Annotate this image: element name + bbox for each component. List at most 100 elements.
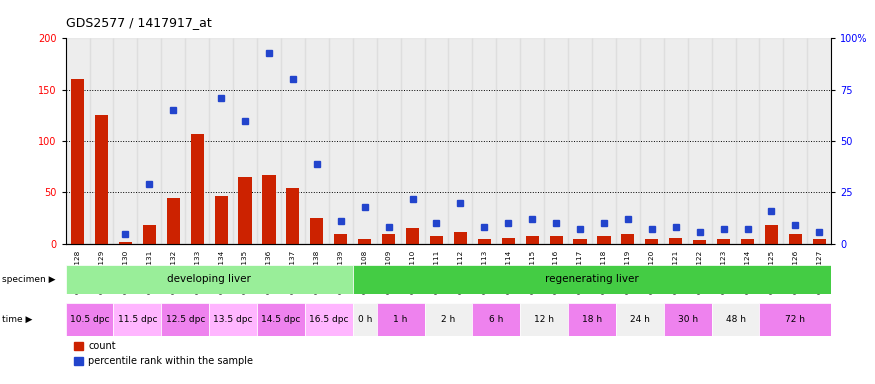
Bar bbox=[119, 242, 132, 244]
Bar bbox=[334, 233, 347, 244]
Bar bbox=[233, 38, 257, 244]
Bar bbox=[521, 38, 544, 244]
Bar bbox=[711, 303, 760, 336]
Bar bbox=[71, 79, 84, 244]
Bar bbox=[353, 38, 376, 244]
Bar bbox=[66, 38, 89, 244]
Bar bbox=[669, 238, 682, 244]
Bar bbox=[66, 303, 114, 336]
Bar bbox=[137, 38, 161, 244]
Text: GDS2577 / 1417917_at: GDS2577 / 1417917_at bbox=[66, 16, 212, 29]
Bar bbox=[358, 239, 371, 244]
Bar bbox=[640, 38, 664, 244]
Bar bbox=[209, 38, 233, 244]
Bar bbox=[496, 38, 521, 244]
Bar bbox=[353, 265, 831, 294]
Bar bbox=[808, 38, 831, 244]
Bar bbox=[66, 265, 353, 294]
Bar bbox=[304, 303, 353, 336]
Text: 12.5 dpc: 12.5 dpc bbox=[165, 315, 205, 324]
Bar bbox=[94, 116, 108, 244]
Bar bbox=[664, 38, 688, 244]
Bar bbox=[424, 38, 449, 244]
Text: specimen ▶: specimen ▶ bbox=[2, 275, 55, 284]
Bar bbox=[765, 225, 778, 244]
Bar bbox=[454, 232, 467, 244]
Bar bbox=[214, 195, 228, 244]
Bar bbox=[616, 38, 640, 244]
Bar bbox=[788, 233, 802, 244]
Bar bbox=[209, 303, 257, 336]
Bar bbox=[573, 239, 586, 244]
Text: 1 h: 1 h bbox=[394, 315, 408, 324]
Bar bbox=[257, 303, 304, 336]
Text: 13.5 dpc: 13.5 dpc bbox=[214, 315, 253, 324]
Text: 2 h: 2 h bbox=[441, 315, 456, 324]
Legend: count, percentile rank within the sample: count, percentile rank within the sample bbox=[70, 338, 257, 370]
Bar bbox=[89, 38, 114, 244]
Bar bbox=[664, 303, 711, 336]
Text: 30 h: 30 h bbox=[677, 315, 697, 324]
Text: 12 h: 12 h bbox=[534, 315, 554, 324]
Bar bbox=[382, 233, 396, 244]
Bar bbox=[161, 38, 186, 244]
Bar bbox=[813, 239, 826, 244]
Bar bbox=[521, 303, 568, 336]
Bar bbox=[592, 38, 616, 244]
Bar bbox=[311, 218, 324, 244]
Bar bbox=[616, 303, 664, 336]
Text: 10.5 dpc: 10.5 dpc bbox=[70, 315, 109, 324]
Bar bbox=[114, 38, 137, 244]
Bar bbox=[645, 239, 658, 244]
Bar bbox=[741, 239, 754, 244]
Text: regenerating liver: regenerating liver bbox=[545, 274, 639, 285]
Bar bbox=[717, 239, 730, 244]
Bar bbox=[760, 38, 783, 244]
Bar bbox=[430, 236, 443, 244]
Bar bbox=[526, 236, 539, 244]
Bar bbox=[424, 303, 473, 336]
Text: 11.5 dpc: 11.5 dpc bbox=[117, 315, 158, 324]
Bar bbox=[598, 236, 611, 244]
Text: 6 h: 6 h bbox=[489, 315, 503, 324]
Bar bbox=[760, 303, 831, 336]
Text: developing liver: developing liver bbox=[167, 274, 251, 285]
Bar bbox=[621, 233, 634, 244]
Bar bbox=[568, 38, 592, 244]
Bar bbox=[262, 175, 276, 244]
Bar bbox=[304, 38, 329, 244]
Text: 24 h: 24 h bbox=[630, 315, 650, 324]
Text: 14.5 dpc: 14.5 dpc bbox=[262, 315, 301, 324]
Text: time ▶: time ▶ bbox=[2, 315, 32, 324]
Text: 72 h: 72 h bbox=[786, 315, 805, 324]
Bar bbox=[257, 38, 281, 244]
Bar bbox=[401, 38, 424, 244]
Bar bbox=[114, 303, 161, 336]
Bar bbox=[143, 225, 156, 244]
Bar bbox=[449, 38, 472, 244]
Bar bbox=[783, 38, 808, 244]
Bar bbox=[693, 240, 706, 244]
Text: 18 h: 18 h bbox=[582, 315, 602, 324]
Bar bbox=[329, 38, 353, 244]
Bar bbox=[473, 303, 521, 336]
Bar bbox=[161, 303, 209, 336]
Bar bbox=[568, 303, 616, 336]
Text: 16.5 dpc: 16.5 dpc bbox=[309, 315, 348, 324]
Bar bbox=[736, 38, 760, 244]
Bar bbox=[688, 38, 711, 244]
Bar bbox=[191, 134, 204, 244]
Bar bbox=[281, 38, 304, 244]
Bar bbox=[186, 38, 209, 244]
Bar bbox=[478, 239, 491, 244]
Bar bbox=[239, 177, 252, 244]
Bar bbox=[550, 236, 563, 244]
Text: 0 h: 0 h bbox=[358, 315, 372, 324]
Bar bbox=[406, 228, 419, 244]
Bar bbox=[167, 198, 180, 244]
Bar bbox=[286, 189, 299, 244]
Bar bbox=[376, 38, 401, 244]
Bar bbox=[376, 303, 424, 336]
Bar bbox=[353, 303, 376, 336]
Text: 48 h: 48 h bbox=[725, 315, 746, 324]
